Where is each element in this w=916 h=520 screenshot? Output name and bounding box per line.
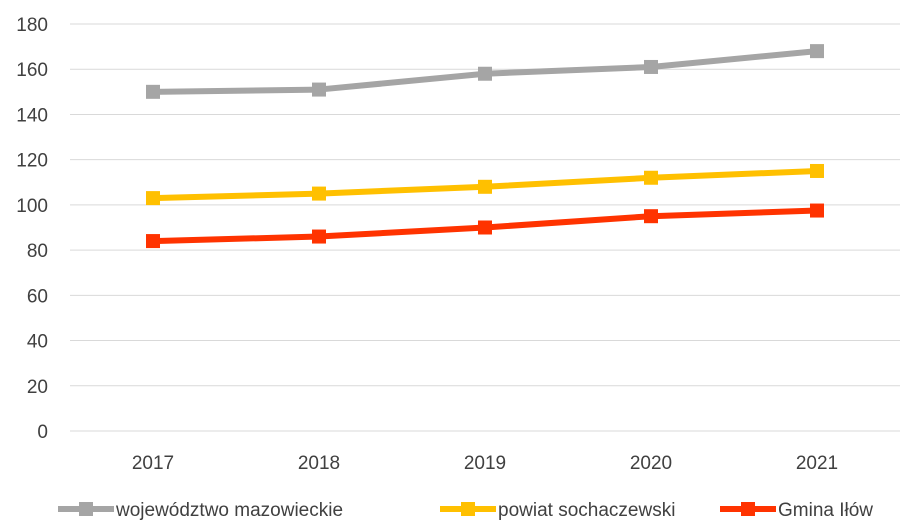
x-tick-label: 2018	[298, 453, 340, 474]
data-point-marker	[810, 44, 824, 59]
legend-item-2: Gmina Iłów	[720, 500, 873, 520]
legend-marker-swatch	[461, 502, 475, 516]
data-point-marker	[810, 203, 824, 218]
data-point-marker	[146, 84, 160, 99]
y-tick-label: 120	[16, 151, 48, 172]
data-point-marker	[312, 186, 326, 201]
legend: województwo mazowieckie powiat sochaczews…	[58, 500, 873, 520]
data-point-marker	[312, 229, 326, 244]
x-tick-label: 2021	[796, 453, 838, 474]
data-point-marker	[644, 59, 658, 74]
data-point-marker	[644, 209, 658, 224]
y-tick-label: 140	[16, 105, 48, 126]
series-2	[146, 203, 824, 249]
data-point-marker	[478, 179, 492, 194]
y-tick-label: 0	[37, 422, 48, 443]
legend-marker-swatch	[741, 502, 755, 516]
y-tick-label: 180	[16, 15, 48, 36]
legend-item-1: powiat sochaczewski	[440, 500, 675, 520]
y-tick-label: 20	[27, 377, 48, 398]
y-tick-label: 100	[16, 196, 48, 217]
legend-marker-swatch	[79, 502, 93, 516]
x-tick-label: 2017	[132, 453, 174, 474]
data-point-marker	[312, 82, 326, 97]
data-point-marker	[644, 170, 658, 185]
y-tick-label: 60	[27, 286, 48, 307]
data-point-marker	[478, 220, 492, 235]
y-tick-label: 40	[27, 332, 48, 353]
series-1	[146, 163, 824, 206]
data-point-marker	[146, 234, 160, 249]
x-tick-label: 2020	[630, 453, 672, 474]
data-point-marker	[146, 191, 160, 206]
y-tick-label: 160	[16, 60, 48, 81]
series-0	[146, 44, 824, 99]
y-tick-label: 80	[27, 241, 48, 262]
legend-label: województwo mazowieckie	[115, 500, 343, 520]
data-point-marker	[478, 66, 492, 81]
y-axis-tick-labels: 0 20 40 60 80 100 120 140 160 180	[16, 15, 48, 443]
series	[146, 44, 824, 249]
x-tick-label: 2019	[464, 453, 506, 474]
legend-label: powiat sochaczewski	[498, 500, 675, 520]
data-point-marker	[810, 163, 824, 178]
legend-item-0: województwo mazowieckie	[58, 500, 343, 520]
legend-label: Gmina Iłów	[778, 500, 873, 520]
x-axis-tick-labels: 2017 2018 2019 2020 2021	[132, 453, 838, 474]
